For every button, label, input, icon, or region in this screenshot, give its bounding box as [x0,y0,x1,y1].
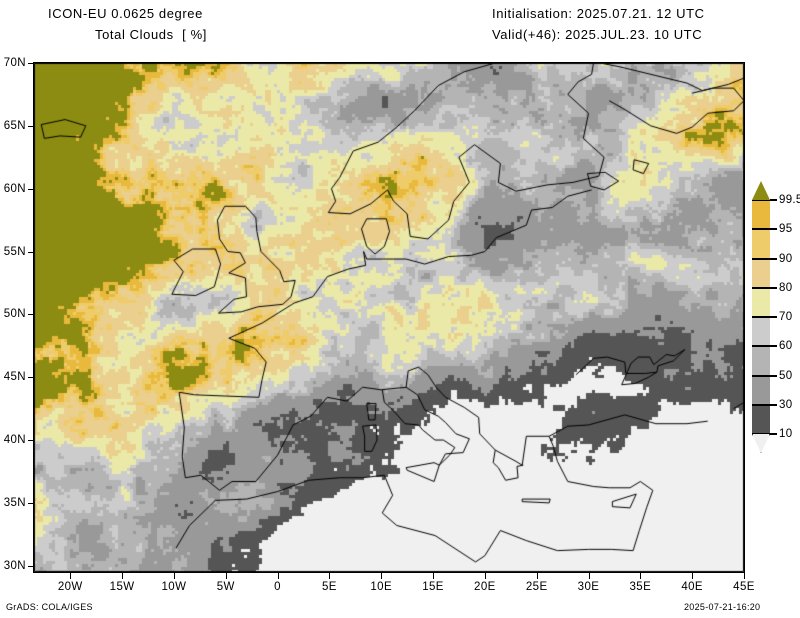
colorbar-band [752,200,770,230]
latitude-tick-label: 40N [3,434,26,447]
latitude-tick-label: 60N [3,182,26,195]
colorbar-tick [770,228,777,231]
colorbar-tick-label: 50 [779,369,793,382]
longitude-tick [744,573,745,579]
longitude-tick [640,573,642,579]
latitude-tick-label: 45N [3,371,26,384]
longitude-tick [329,573,331,579]
page-title: ICON-EU 0.0625 degree [48,6,203,21]
longitude-tick-label: 20W [57,581,83,593]
colorbar-band [752,404,770,434]
colorbar-tick [770,199,777,201]
longitude-tick [536,573,538,579]
longitude-tick-label: 0 [274,581,281,593]
colorbar-tick [770,345,777,348]
latitude-tick [28,314,34,316]
colorbar-band [752,229,770,259]
latitude-tick-label: 30N [3,559,26,572]
colorbar-tick-label: 95 [779,223,793,236]
colorbar-tick-label: 30 [779,398,793,411]
colorbar-tick-label: 70 [779,311,793,323]
latitude-tick [28,188,34,190]
latitude-tick-label: 50N [3,308,26,321]
longitude-tick-label: 40E [681,581,704,593]
colorbar-band [752,375,770,405]
colorbar-band [752,287,770,317]
latitude-tick [28,440,34,442]
colorbar-tick [770,374,777,377]
latitude-tick [28,502,34,504]
colorbar-tick-label: 60 [779,340,793,353]
longitude-tick-label: 15E [422,581,444,593]
valid-time-text: Valid(+46): 2025.JUL.23. 10 UTC [492,27,703,42]
cloud-cover-raster [34,63,744,572]
cloud-cover-colorbar [752,181,770,453]
colorbar-band [752,317,770,347]
grads-credit: GrADS: COLA/IGES [6,602,93,612]
latitude-tick [28,63,34,64]
colorbar-band [752,258,770,288]
map-plot-area [33,62,745,573]
generated-timestamp: 2025-07-21-16:20 [684,602,761,612]
longitude-tick-label: 15W [109,581,135,593]
longitude-tick-label: 5W [216,581,235,593]
colorbar-tick [770,433,777,435]
latitude-tick [28,251,34,253]
longitude-tick-label: 30E [577,581,600,593]
longitude-tick [484,573,486,579]
colorbar-tick-label: 90 [779,252,793,265]
longitude-tick-label: 45E [733,581,755,593]
colorbar-tick [770,316,777,318]
colorbar-tick-label: 99.5 [779,194,800,206]
longitude-tick [381,573,383,579]
latitude-tick-label: 55N [3,245,26,258]
longitude-tick [70,573,72,579]
colorbar-over-arrow [752,181,770,200]
colorbar-tick [770,286,777,289]
colorbar-band [752,346,770,376]
colorbar-tick-label: 10 [779,428,793,440]
longitude-tick-label: 10W [161,581,187,593]
field-title: Total Clouds [ %] [95,27,207,42]
latitude-tick [28,125,34,127]
longitude-tick-label: 10E [370,581,393,593]
colorbar-tick [770,257,777,260]
colorbar-tick-label: 80 [779,281,793,294]
longitude-tick [433,573,435,579]
latitude-tick-label: 35N [3,496,26,509]
longitude-tick [225,573,227,579]
colorbar-under-arrow [752,434,770,453]
longitude-tick [588,573,590,579]
longitude-tick [692,573,694,579]
longitude-tick [173,573,175,579]
longitude-tick [122,573,124,579]
initialisation-text: Initialisation: 2025.07.21. 12 UTC [492,6,705,21]
latitude-tick-label: 70N [3,57,26,69]
longitude-tick-label: 5E [321,581,337,593]
longitude-tick-label: 25E [525,581,548,593]
colorbar-tick [770,403,777,406]
latitude-tick [28,565,34,567]
latitude-tick [28,377,34,379]
latitude-tick-label: 65N [3,119,26,132]
longitude-tick-label: 35E [629,581,652,593]
longitude-tick-label: 20E [474,581,496,593]
longitude-tick [277,573,279,579]
